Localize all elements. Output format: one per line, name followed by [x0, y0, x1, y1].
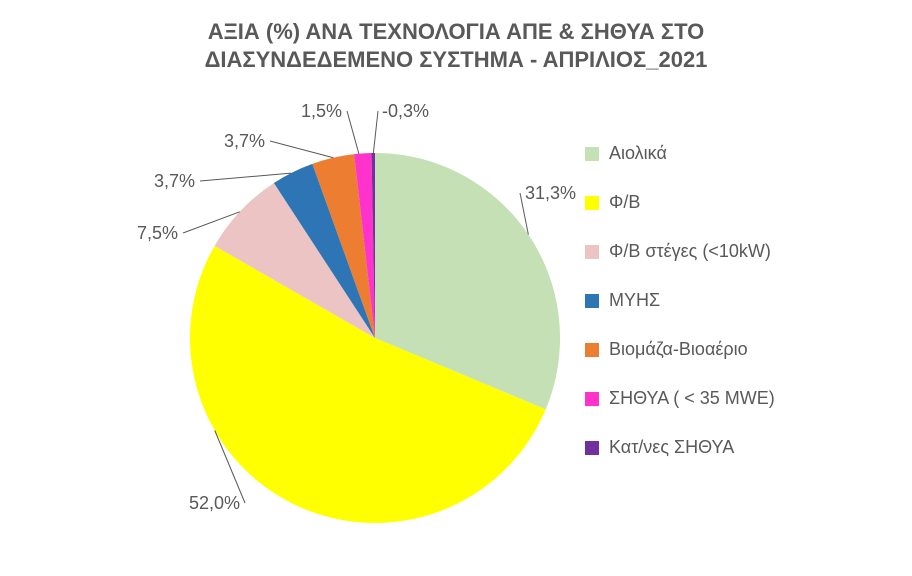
legend-swatch: [585, 196, 599, 210]
slice-label: 3,7%: [154, 171, 195, 191]
leader-line: [347, 111, 359, 154]
legend-swatch: [585, 441, 599, 455]
leader-line: [270, 141, 333, 158]
chart-title: ΑΞΙΑ (%) ΑΝΑ ΤΕΧΝΟΛΟΓΙΑ ΑΠΕ & ΣΗΘΥΑ ΣΤΟ …: [0, 18, 912, 73]
legend-swatch: [585, 343, 599, 357]
legend-swatch: [585, 147, 599, 161]
legend-item: Φ/Β: [585, 192, 775, 213]
legend: Αιολικά Φ/Β Φ/Β στέγες (<10kW) ΜΥΗΣ Βιομάζα-…: [585, 143, 775, 486]
legend-label: Φ/Β στέγες (<10kW): [609, 241, 771, 262]
legend-swatch: [585, 245, 599, 259]
slice-label: -0,3%: [382, 101, 429, 121]
legend-swatch: [585, 294, 599, 308]
slice-label: 52,0%: [189, 493, 240, 513]
slice-label: 7,5%: [137, 223, 178, 243]
legend-item: ΣΗΘΥΑ ( < 35 MWE): [585, 388, 775, 409]
legend-label: Βιομάζα-Βιοαέριο: [609, 339, 748, 360]
legend-label: Αιολικά: [609, 143, 667, 164]
leader-line: [200, 173, 291, 181]
legend-swatch: [585, 392, 599, 406]
leader-line: [373, 111, 378, 153]
legend-item: Φ/Β στέγες (<10kW): [585, 241, 775, 262]
slice-label: 1,5%: [301, 101, 342, 121]
legend-item: ΜΥΗΣ: [585, 290, 775, 311]
pie-chart: 31,3% 52,0% 7,5% 3,7% 3,7% 1,5% -0,3%: [0, 73, 912, 553]
chart-area: 31,3% 52,0% 7,5% 3,7% 3,7% 1,5% -0,3% Αιολικά Φ…: [0, 73, 912, 553]
legend-item: Αιολικά: [585, 143, 775, 164]
slice-label: 3,7%: [224, 131, 265, 151]
legend-label: ΜΥΗΣ: [609, 290, 660, 311]
legend-item: Κατ/νες ΣΗΘΥΑ: [585, 437, 775, 458]
slice-label: 31,3%: [525, 183, 576, 203]
chart-title-line2: ΔΙΑΣΥΝΔΕΔΕΜΕΝΟ ΣΥΣΤΗΜΑ - ΑΠΡΙΛΙΟΣ_2021: [205, 47, 708, 72]
legend-label: ΣΗΘΥΑ ( < 35 MWE): [609, 388, 775, 409]
chart-title-line1: ΑΞΙΑ (%) ΑΝΑ ΤΕΧΝΟΛΟΓΙΑ ΑΠΕ & ΣΗΘΥΑ ΣΤΟ: [208, 19, 705, 44]
legend-item: Βιομάζα-Βιοαέριο: [585, 339, 775, 360]
legend-label: Φ/Β: [609, 192, 640, 213]
legend-label: Κατ/νες ΣΗΘΥΑ: [609, 437, 734, 458]
